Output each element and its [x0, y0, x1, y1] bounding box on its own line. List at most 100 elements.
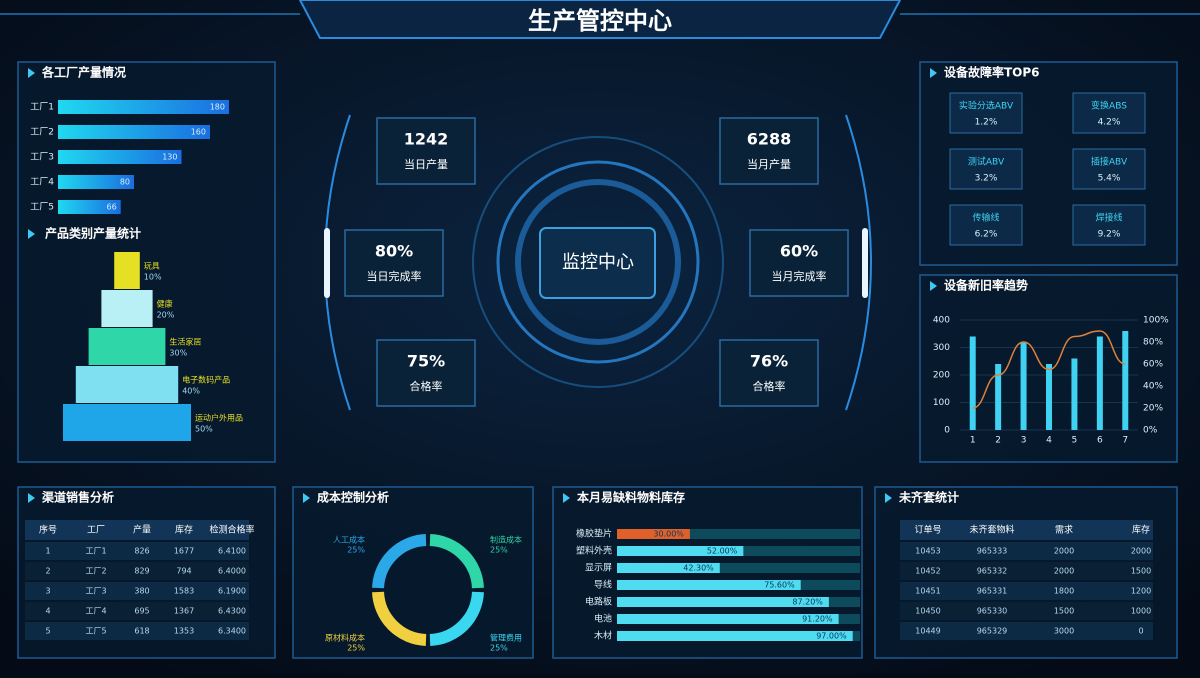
title-icon: [28, 493, 35, 503]
pyramid-layer: [75, 366, 179, 403]
x-tick-label: 7: [1122, 436, 1128, 446]
kpi-label: 当日完成率: [367, 269, 422, 283]
table-row-bg: [900, 562, 1153, 580]
layer-value: 40%: [182, 387, 200, 396]
bar: [58, 200, 121, 214]
ring: [515, 179, 681, 345]
fault-name: 传输线: [972, 212, 999, 224]
bar-track: [617, 563, 860, 573]
panel: [292, 486, 534, 659]
kpi-box: [749, 229, 849, 297]
donut-value: 25%: [347, 546, 365, 555]
layer-label: 运动户外用品: [195, 413, 243, 423]
y2-tick-label: 0%: [1143, 426, 1158, 436]
table-cell: 工厂4: [85, 607, 106, 616]
kpi-label: 合格率: [753, 379, 786, 393]
header-frame: [298, 0, 902, 39]
table-cell: 2000: [1054, 567, 1074, 576]
pyramid-layer: [63, 404, 191, 441]
panel-title: 未齐套统计: [898, 490, 959, 505]
bar: [1071, 358, 1078, 430]
bar-value: 180: [210, 103, 225, 112]
layer-label: 电子数码产品: [182, 375, 230, 385]
donut-label: 人工成本: [333, 535, 365, 545]
title-icon: [885, 493, 892, 503]
x-tick-label: 4: [1046, 436, 1052, 446]
x-tick-label: 6: [1097, 436, 1103, 446]
title-icon: [930, 68, 937, 78]
layer-value: 30%: [169, 349, 187, 358]
fault-value: 1.2%: [975, 118, 998, 128]
layer-label: 健康: [157, 299, 173, 309]
bar: [1122, 331, 1129, 430]
table-cell: 6.3400: [218, 627, 246, 636]
table-cell: 794: [176, 567, 191, 576]
bar: [617, 563, 720, 573]
bar-track: [617, 529, 860, 539]
table-cell: 2000: [1054, 547, 1074, 556]
table-cell: 10453: [915, 547, 940, 556]
x-tick-label: 5: [1072, 436, 1078, 446]
fault-value: 6.2%: [975, 230, 998, 240]
table-cell: 1500: [1131, 567, 1151, 576]
y-tick-label: 0: [944, 426, 950, 436]
layer-label: 玩具: [144, 262, 160, 271]
table-row-bg: [25, 582, 249, 600]
bar: [617, 546, 744, 556]
bar: [58, 150, 182, 164]
table-cell: 1353: [174, 627, 194, 636]
kpi-box: [719, 117, 819, 185]
table-cell: 1677: [174, 547, 194, 556]
y2-tick-label: 40%: [1143, 382, 1163, 392]
kpi-value: 60%: [780, 242, 818, 261]
table-cell: 965333: [977, 547, 1008, 556]
bar-label: 木材: [594, 630, 612, 642]
ring: [472, 136, 724, 388]
bar-label: 橡胶垫片: [576, 528, 612, 540]
kpi-label: 合格率: [410, 379, 443, 393]
table-cell: 2: [45, 567, 50, 576]
bar-label: 电路板: [585, 596, 612, 608]
side-light: [862, 228, 868, 298]
bar-value: 97.00%: [816, 632, 847, 641]
kpi-value: 6288: [747, 130, 792, 149]
table-cell: 工厂5: [85, 627, 106, 636]
table-cell: 380: [134, 587, 149, 596]
fault-box: [949, 204, 1023, 246]
kpi-label: 当月产量: [747, 157, 791, 171]
table-cell: 工厂2: [85, 567, 106, 576]
fault-name: 插接ABV: [1091, 156, 1128, 168]
fault-name: 实验分选ABV: [959, 100, 1014, 112]
ring: [496, 160, 700, 364]
title-icon: [303, 493, 310, 503]
layer-value: 10%: [144, 273, 162, 282]
fault-box: [949, 92, 1023, 134]
table-cell: 1367: [174, 607, 194, 616]
kpi-value: 75%: [407, 352, 445, 371]
kpi-value: 1242: [404, 130, 449, 149]
table-cell: 1500: [1054, 607, 1074, 616]
pyramid-layer: [101, 290, 153, 327]
panel-title: 成本控制分析: [317, 490, 389, 505]
donut-value: 25%: [490, 644, 508, 653]
bar: [617, 614, 839, 624]
line: [972, 330, 1126, 409]
table-row-bg: [25, 622, 249, 640]
layer-label: 生活家居: [169, 337, 201, 347]
bar: [995, 364, 1002, 430]
panel-title: 各工厂产量情况: [41, 65, 126, 80]
y-tick-label: 100: [933, 398, 950, 408]
table-row-bg: [900, 582, 1153, 600]
table-cell: 695: [134, 607, 149, 616]
y2-tick-label: 100%: [1143, 316, 1169, 326]
bar: [1046, 364, 1052, 430]
table-cell: 10449: [915, 627, 940, 636]
table-cell: 6.4100: [218, 547, 246, 556]
table-cell: 826: [134, 547, 149, 556]
title-icon: [28, 68, 35, 78]
table-cell: 965330: [977, 607, 1008, 616]
bar: [969, 336, 976, 430]
table-header: 检测合格率: [209, 524, 254, 536]
panel-title: 渠道销售分析: [42, 490, 114, 505]
panel-title: 设备新旧率趋势: [944, 278, 1028, 293]
